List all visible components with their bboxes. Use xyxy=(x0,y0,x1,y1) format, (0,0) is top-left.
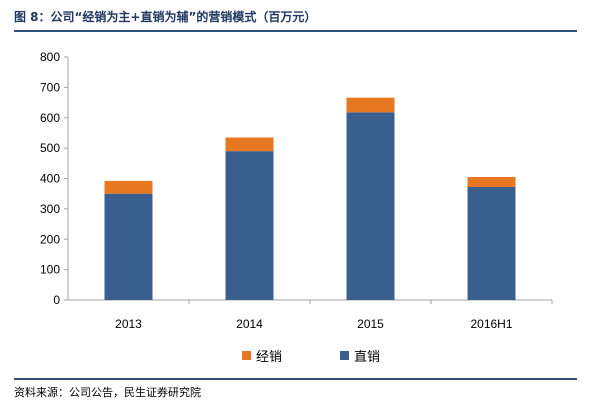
title-rule xyxy=(14,30,577,32)
bar-distributor xyxy=(467,176,516,188)
y-tick-label: 400 xyxy=(40,172,60,186)
bar-distributor xyxy=(346,97,395,113)
y-tick-label: 700 xyxy=(40,80,60,94)
y-tick-label: 100 xyxy=(40,263,60,277)
y-tick-label: 0 xyxy=(53,293,60,307)
bar-direct xyxy=(346,112,395,300)
y-tick-label: 500 xyxy=(40,141,60,155)
legend-swatch xyxy=(340,351,349,360)
footer-rule xyxy=(14,378,577,380)
y-tick-label: 600 xyxy=(40,111,60,125)
x-tick-label: 2013 xyxy=(115,317,142,331)
legend-swatch xyxy=(242,351,251,360)
x-tick-label: 2016H1 xyxy=(470,317,512,331)
bar-distributor xyxy=(104,180,153,194)
bar-direct xyxy=(104,193,153,300)
legend-label: 直销 xyxy=(354,350,380,365)
x-tick-label: 2014 xyxy=(236,317,263,331)
bar-direct xyxy=(467,187,516,300)
y-tick-label: 200 xyxy=(40,232,60,246)
legend-label: 经销 xyxy=(256,350,282,365)
bar-distributor xyxy=(225,137,274,152)
bar-direct xyxy=(225,151,274,300)
y-tick-label: 800 xyxy=(40,50,60,64)
chart-title: 图 8：公司“经销为主+直销为辅”的营销模式（百万元） xyxy=(14,10,317,24)
y-tick-label: 300 xyxy=(40,202,60,216)
x-tick-label: 2015 xyxy=(357,317,384,331)
source-note: 资料来源：公司公告，民生证券研究院 xyxy=(14,386,201,399)
